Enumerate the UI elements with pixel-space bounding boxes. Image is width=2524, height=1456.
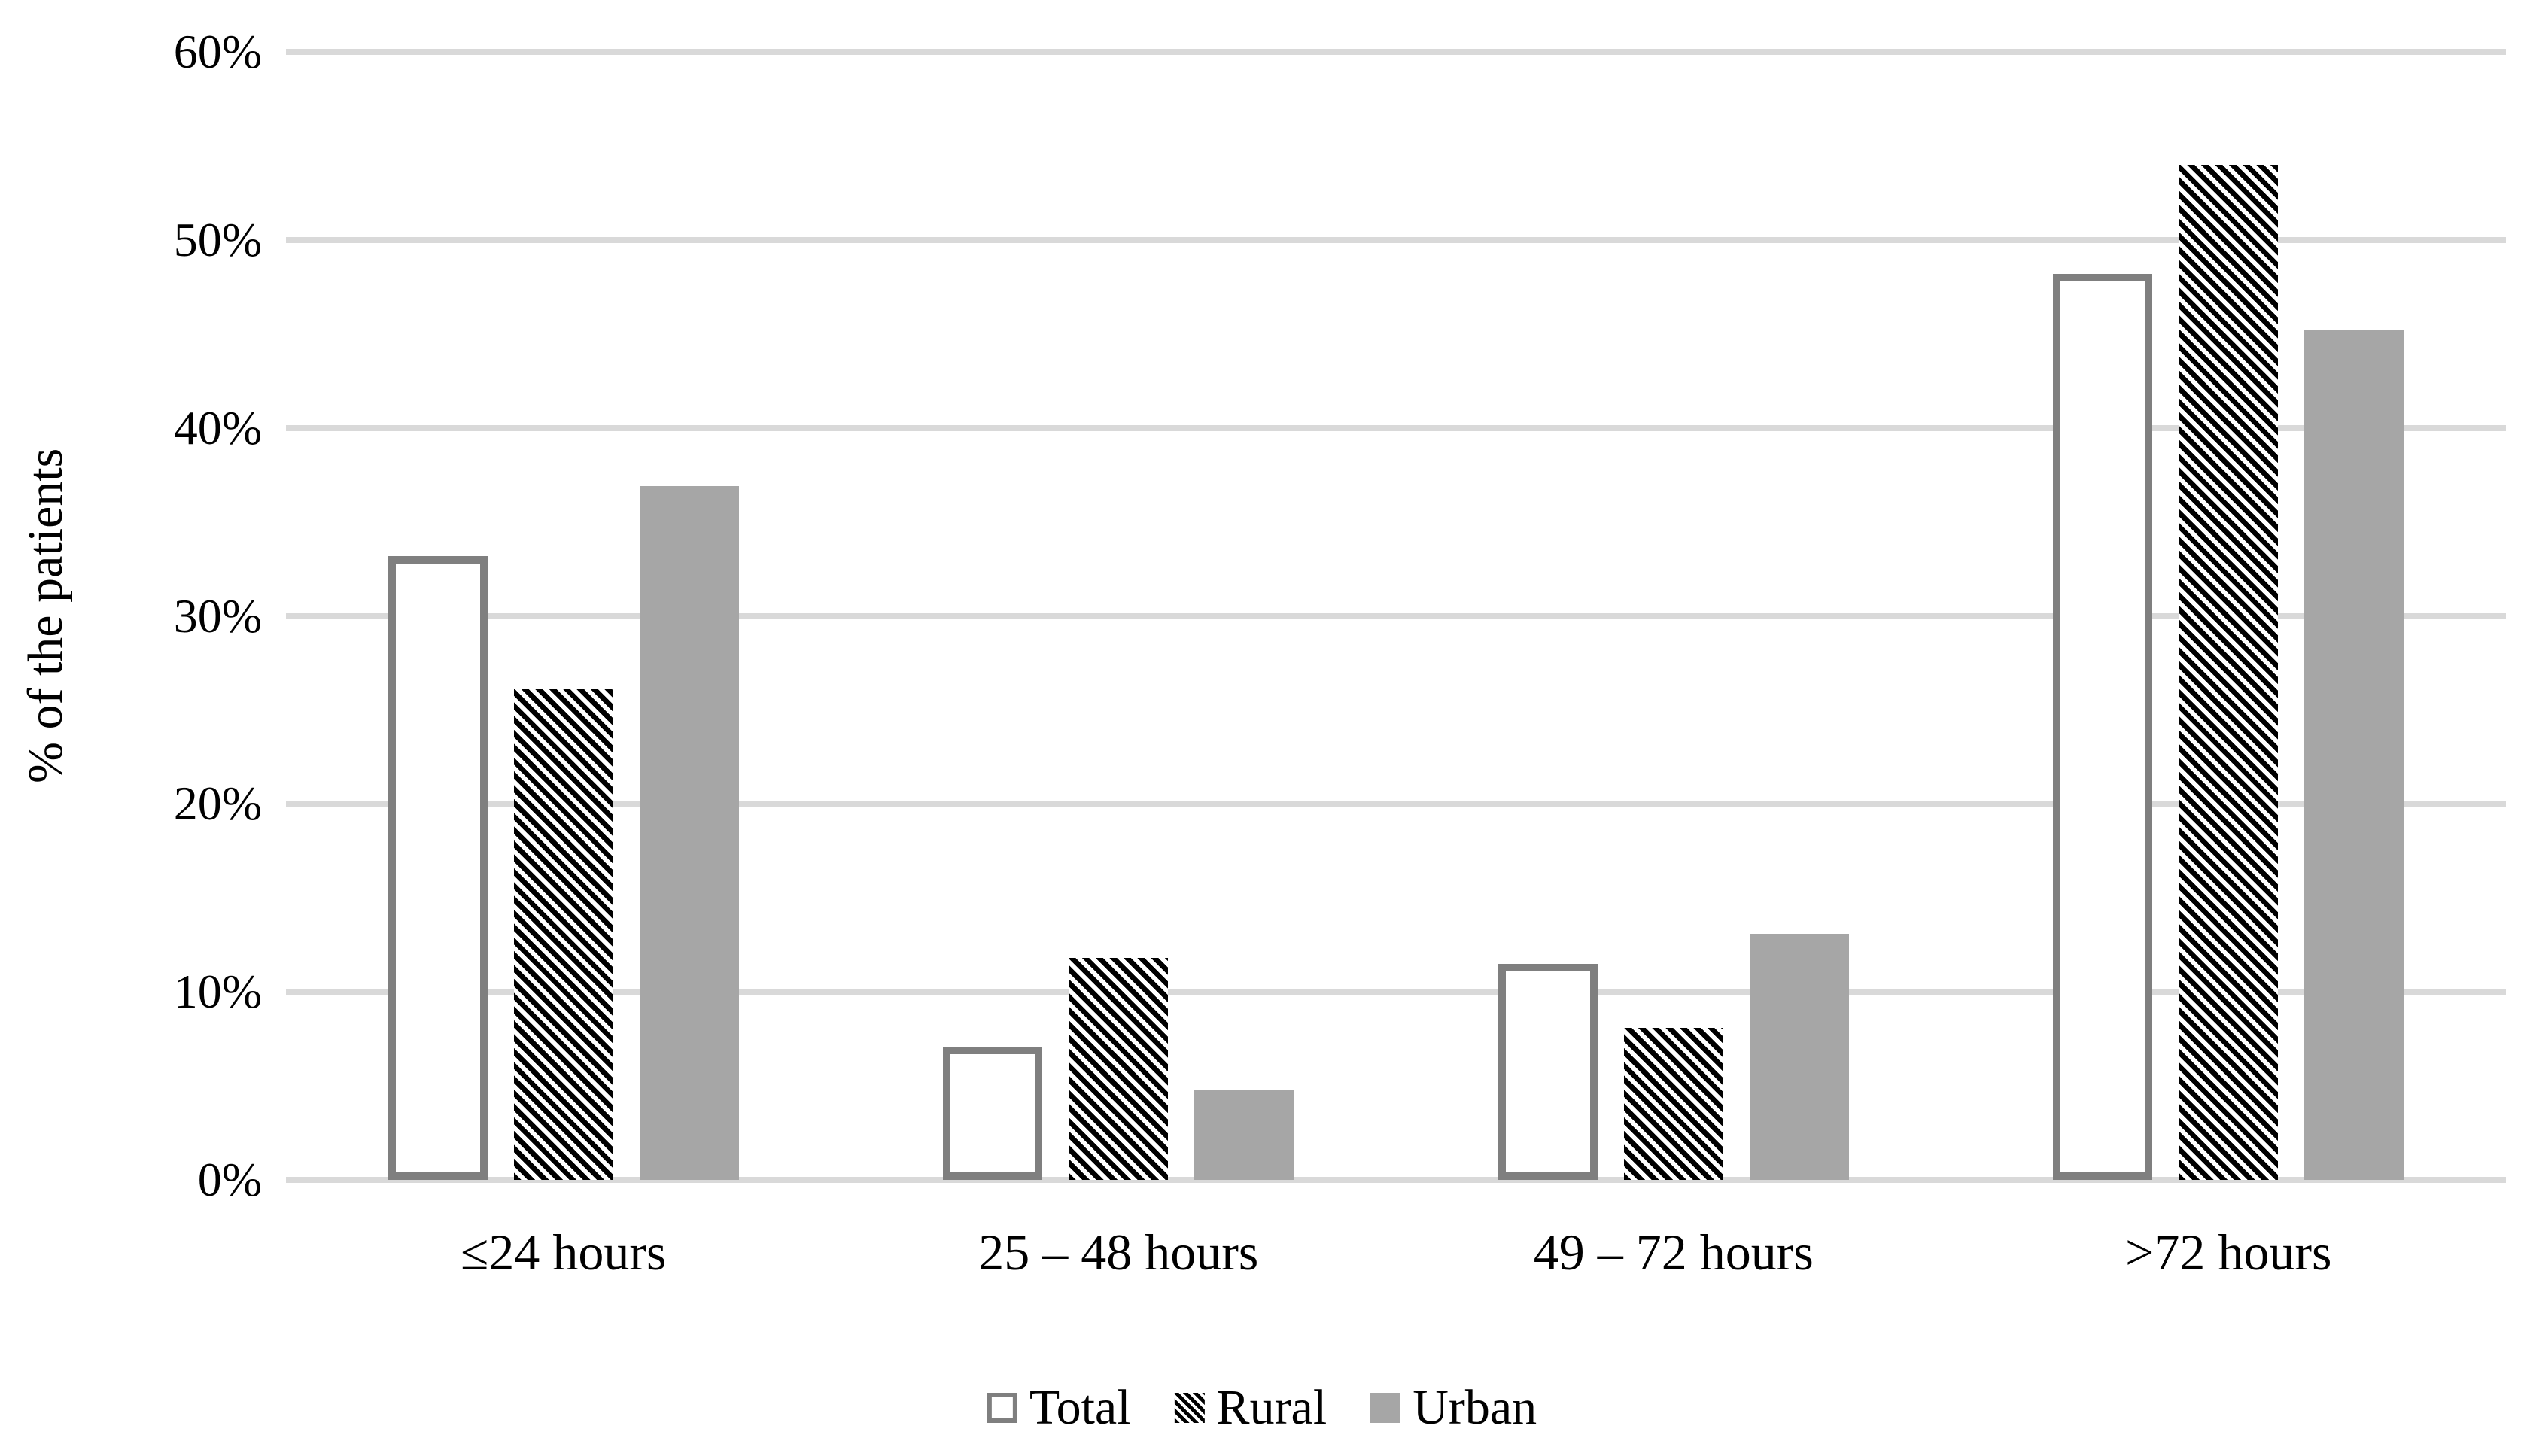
legend-label-rural: Rural: [1216, 1380, 1327, 1435]
legend-label-total: Total: [1029, 1380, 1131, 1435]
bar-total-72-hours: [2053, 273, 2153, 1180]
y-tick-label-10: 10%: [173, 965, 262, 1019]
legend-item-urban: Urban: [1370, 1383, 1537, 1433]
legend-item-total: Total: [987, 1383, 1131, 1433]
bar-total-49-72-hours: [1498, 963, 1598, 1180]
legend-swatch-rural-icon: [1174, 1393, 1205, 1423]
gridline-0: [286, 1177, 2506, 1183]
bar-urban-72-hours: [2304, 330, 2404, 1180]
gridline-20: [286, 801, 2506, 807]
y-tick-label-50: 50%: [173, 212, 262, 266]
bar-urban-49-72-hours: [1749, 933, 1849, 1180]
y-tick-label-40: 40%: [173, 400, 262, 454]
bar-rural-25-48-hours: [1069, 958, 1169, 1180]
y-tick-label-30: 30%: [173, 588, 262, 643]
plot-area: [286, 49, 2506, 1183]
x-axis-label-49-72-hours: 49 – 72 hours: [1533, 1223, 1814, 1281]
bar-urban-25-48-hours: [1194, 1090, 1294, 1180]
gridline-50: [286, 236, 2506, 243]
gridline-10: [286, 989, 2506, 995]
bar-total-24-hours: [388, 555, 488, 1180]
legend-label-urban: Urban: [1413, 1380, 1537, 1435]
gridline-40: [286, 424, 2506, 431]
bar-urban-24-hours: [639, 486, 739, 1180]
y-tick-label-60: 60%: [173, 25, 262, 78]
y-tick-label-20: 20%: [173, 777, 262, 831]
gridline-30: [286, 612, 2506, 619]
bar-rural-24-hours: [513, 688, 613, 1180]
legend-swatch-urban-icon: [1370, 1393, 1401, 1423]
bar-total-25-48-hours: [943, 1046, 1043, 1180]
legend-item-rural: Rural: [1174, 1380, 1327, 1435]
x-axis-label-24-hours: ≤24 hours: [461, 1223, 667, 1281]
y-tick-label-0: 0%: [197, 1153, 262, 1206]
bar-rural-72-hours: [2179, 164, 2279, 1180]
legend: Total Rural Urban: [987, 1383, 1537, 1433]
bar-rural-49-72-hours: [1623, 1027, 1723, 1180]
legend-swatch-total-icon: [987, 1393, 1017, 1423]
x-axis-label-72-hours: >72 hours: [2125, 1223, 2332, 1281]
gridline-60: [286, 49, 2506, 55]
x-axis-label-25-48-hours: 25 – 48 hours: [978, 1223, 1259, 1281]
